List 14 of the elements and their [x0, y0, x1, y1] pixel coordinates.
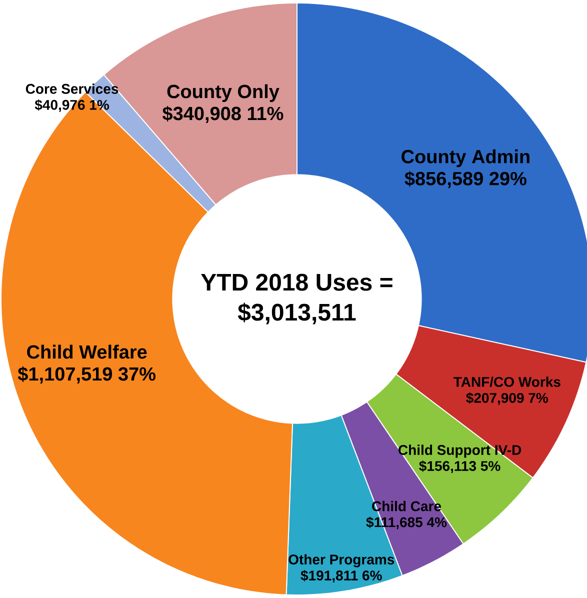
data-label: $156,113 5% — [419, 460, 500, 473]
slice-label: County Only — [167, 84, 280, 102]
slice-label: County Admin — [402, 149, 530, 168]
slice-label: Other Programs — [288, 554, 394, 568]
data-label: $191,811 6% — [300, 570, 382, 583]
data-label: $1,107,519 37% — [18, 366, 156, 384]
data-label: $340,908 11% — [162, 106, 284, 123]
slice-label: TANF/CO Works — [454, 376, 560, 388]
data-label: $207,909 7% — [466, 392, 548, 405]
slice-label: Child Welfare — [27, 344, 147, 359]
text: $3,013,511 — [238, 302, 356, 324]
slice-label: Core Services — [26, 84, 118, 94]
data-label: $856,589 29% — [404, 171, 526, 188]
text: YTD 2018 Uses = — [201, 274, 392, 291]
